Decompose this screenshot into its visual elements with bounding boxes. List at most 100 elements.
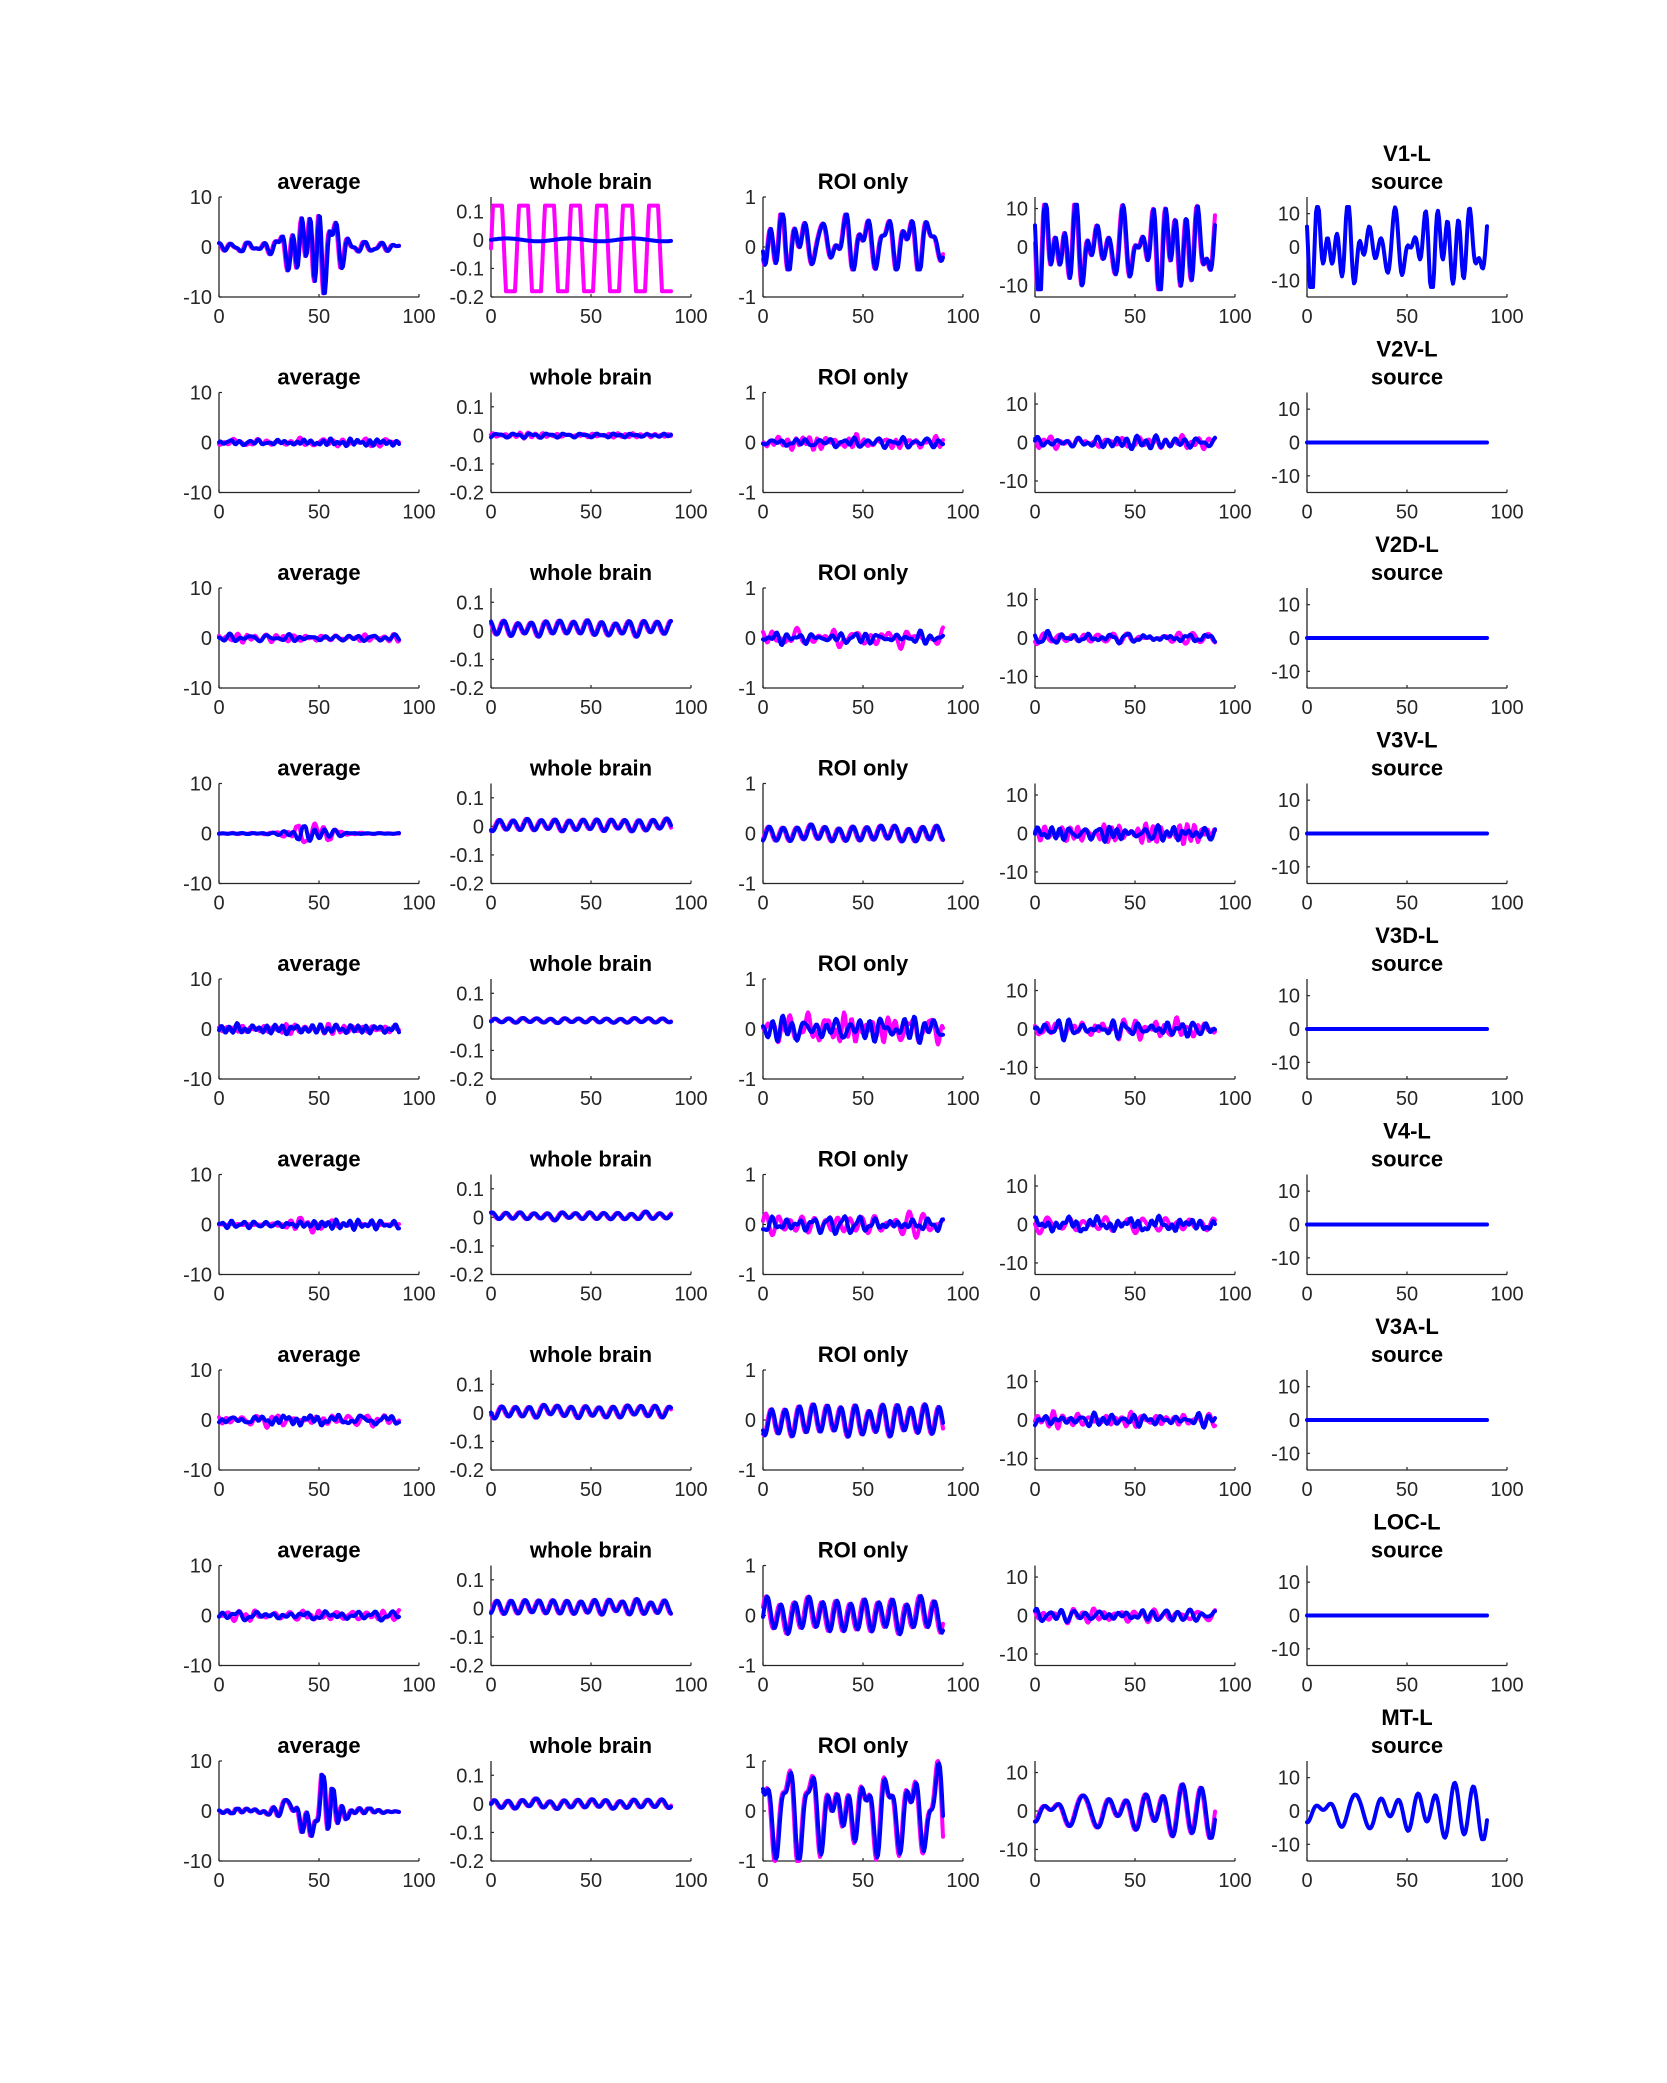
y-tick-label: 0 <box>473 621 484 643</box>
y-tick-label: -0.2 <box>450 1851 484 1873</box>
y-tick-label: -0.1 <box>450 1431 484 1453</box>
x-tick-label: 50 <box>580 697 602 719</box>
x-tick-label: 50 <box>852 893 874 915</box>
y-tick-label: 10 <box>190 1165 212 1187</box>
x-tick-label: 100 <box>402 306 435 328</box>
series-blue-line <box>1305 1780 1489 1842</box>
y-tick-label: 10 <box>1278 790 1300 812</box>
y-tick-label: 1 <box>745 1360 756 1382</box>
y-tick-label: 10 <box>1278 595 1300 617</box>
x-tick-label: 100 <box>1218 1870 1251 1892</box>
x-tick-label: 0 <box>757 1479 768 1501</box>
x-tick-label: 100 <box>1490 1088 1523 1110</box>
y-tick-label: -10 <box>183 1069 212 1091</box>
series-blue-line <box>761 212 945 272</box>
series-blue-line <box>1033 823 1217 844</box>
x-tick-label: 50 <box>1396 1284 1418 1306</box>
series-blue-line <box>1305 205 1489 289</box>
x-tick-label: 50 <box>852 697 874 719</box>
y-tick-label: 0 <box>201 1606 212 1628</box>
series-blue-line <box>761 822 945 844</box>
x-tick-label: 0 <box>1301 1479 1312 1501</box>
y-tick-label: 0 <box>1017 237 1028 259</box>
x-tick-label: 50 <box>852 306 874 328</box>
x-tick-label: 0 <box>1029 1284 1040 1306</box>
x-tick-label: 100 <box>1218 893 1251 915</box>
y-tick-label: 0 <box>745 1019 756 1041</box>
x-tick-label: 100 <box>674 1284 707 1306</box>
panel-title: V3A-L <box>1375 1314 1439 1339</box>
x-tick-label: 100 <box>1218 1284 1251 1306</box>
series-blue-line <box>1033 1213 1217 1234</box>
panel-title: whole brain <box>529 756 652 781</box>
y-tick-label: -1 <box>738 1069 756 1091</box>
x-tick-label: 50 <box>308 1284 330 1306</box>
y-tick-label: 0.1 <box>456 397 484 419</box>
x-tick-label: 0 <box>485 1479 496 1501</box>
panel-v2v-l-2: -0.2 -0.1 0 0.1 0 50 100 whole brain <box>450 365 708 524</box>
y-tick-label: 0 <box>745 1215 756 1237</box>
panel-subtitle: source <box>1371 1342 1443 1367</box>
y-tick-label: 0 <box>1289 824 1300 846</box>
series-blue-line <box>217 1772 401 1838</box>
y-tick-label: -10 <box>999 1253 1028 1275</box>
panel-title: average <box>277 169 360 194</box>
y-tick-label: -10 <box>999 862 1028 884</box>
x-tick-label: 50 <box>852 1284 874 1306</box>
y-tick-label: 10 <box>1278 1768 1300 1790</box>
series-blue-line <box>217 824 401 843</box>
panel-title: average <box>277 1342 360 1367</box>
panel-subtitle: source <box>1371 951 1443 976</box>
y-tick-label: 0 <box>473 1403 484 1425</box>
x-tick-label: 0 <box>1301 1284 1312 1306</box>
y-tick-label: 10 <box>190 383 212 405</box>
series-blue-line <box>489 1015 673 1026</box>
y-tick-label: -1 <box>738 1265 756 1287</box>
y-tick-label: 0 <box>473 1012 484 1034</box>
series-blue-line <box>217 631 401 644</box>
y-tick-label: 10 <box>190 187 212 209</box>
x-tick-label: 0 <box>213 1675 224 1697</box>
series-blue-line <box>217 1217 401 1232</box>
x-tick-label: 100 <box>402 1675 435 1697</box>
panel-v3v-l-2: -0.2 -0.1 0 0.1 0 50 100 whole brain <box>450 756 708 915</box>
x-tick-label: 0 <box>1029 697 1040 719</box>
panel-title: ROI only <box>818 560 909 585</box>
panel-title: V1-L <box>1383 141 1431 166</box>
y-tick-label: 0 <box>1017 824 1028 846</box>
x-tick-label: 50 <box>1396 1870 1418 1892</box>
y-tick-label: -10 <box>999 471 1028 493</box>
y-tick-label: 1 <box>745 1751 756 1773</box>
y-tick-label: -0.2 <box>450 483 484 505</box>
y-tick-label: 0 <box>201 1801 212 1823</box>
x-tick-label: 0 <box>485 697 496 719</box>
y-tick-label: 10 <box>190 1360 212 1382</box>
panel-mt-l-2: -0.2 -0.1 0 0.1 0 50 100 whole brain <box>450 1733 708 1892</box>
x-tick-label: 100 <box>1490 306 1523 328</box>
series-blue-line <box>761 1214 945 1236</box>
x-tick-label: 100 <box>402 1284 435 1306</box>
series-blue-line <box>489 816 673 834</box>
x-tick-label: 0 <box>1029 1479 1040 1501</box>
panel-title: ROI only <box>818 1538 909 1563</box>
y-tick-label: 0 <box>473 1598 484 1620</box>
y-tick-label: 0 <box>1017 628 1028 650</box>
x-tick-label: 50 <box>1124 1870 1146 1892</box>
y-tick-label: 0 <box>1289 1801 1300 1823</box>
y-tick-label: 1 <box>745 578 756 600</box>
x-tick-label: 50 <box>1124 502 1146 524</box>
y-tick-label: 1 <box>745 969 756 991</box>
y-tick-label: 0.1 <box>456 201 484 223</box>
